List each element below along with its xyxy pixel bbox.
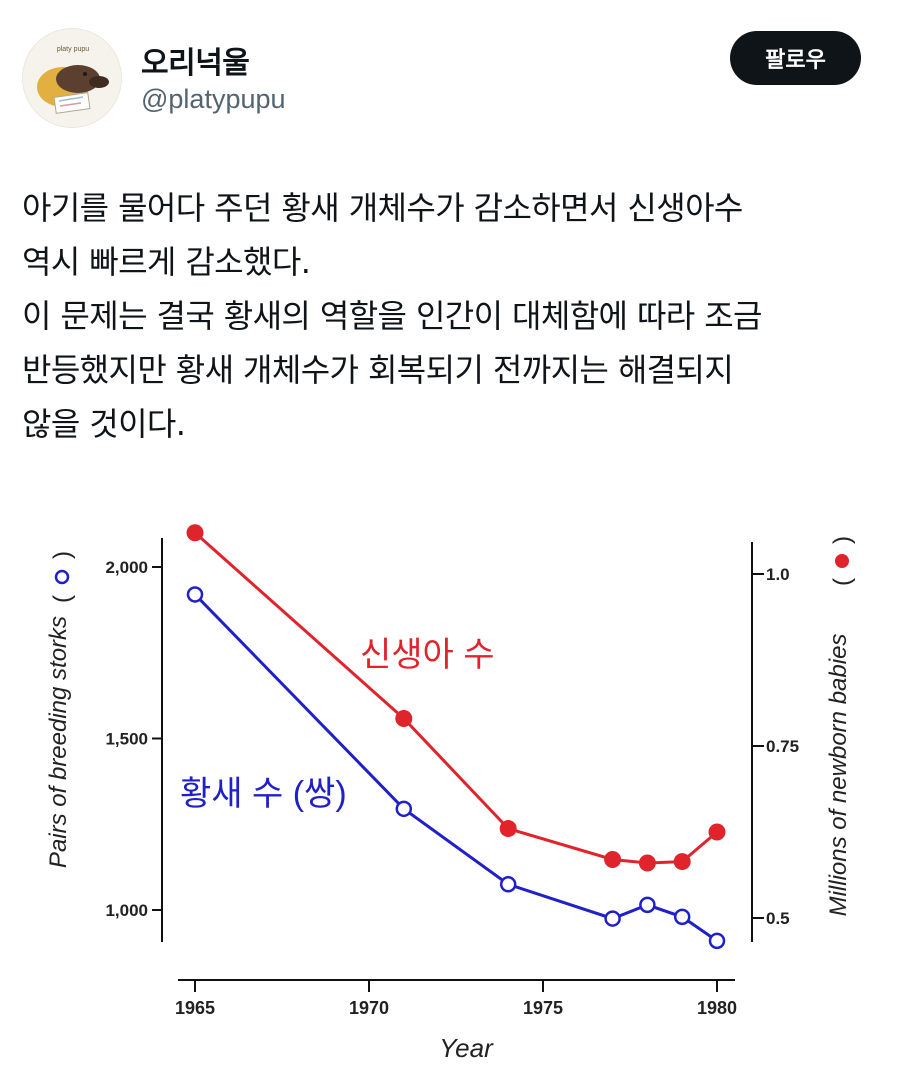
tweet-text-line: 이 문제는 결국 황새의 역할을 인간이 대체함에 따라 조금 [22, 297, 763, 335]
right-y-axis-title: Millions of newborn babies [825, 634, 852, 917]
tweet-text-line: 않을 것이다. [22, 405, 186, 443]
x-tick-label: 1980 [697, 998, 737, 1018]
user-handle[interactable]: @platypupu [141, 84, 286, 114]
right-axis-legend-marker [835, 554, 849, 568]
x-axis-title: Year [439, 1033, 494, 1063]
baby-data-point [673, 853, 691, 871]
avatar[interactable]: platy pupu [22, 28, 122, 128]
right-y-tick-label: 1.0 [766, 565, 790, 584]
x-tick-label: 1965 [175, 998, 215, 1018]
baby-series-label: 신생아 수 [360, 636, 495, 674]
tweet-text: 아기를 물어다 주던 황새 개체수가 감소하면서 신생아수 역시 빠르게 감소했… [22, 182, 882, 452]
left-axis-legend-paren: ( [49, 595, 76, 603]
left-axis-legend-paren: ) [49, 551, 76, 559]
baby-data-point [708, 823, 726, 841]
stork-data-point [639, 896, 656, 914]
tweet-text-line: 역시 빠르게 감소했다. [22, 243, 311, 281]
left-axis-legend-marker [54, 569, 70, 585]
stork-data-point [499, 876, 517, 893]
tweet-image-chart[interactable]: 1,000 1,500 2,000 0.5 0.75 1.0 1965 1970 1975 198… [0, 500, 900, 1085]
tweet-text-line: 아기를 물어다 주던 황새 개체수가 감소하면서 신생아수 [22, 189, 743, 227]
baby-data-point [395, 709, 413, 727]
left-y-tick-label: 1,500 [105, 730, 148, 749]
right-axis-legend-paren: ) [829, 536, 856, 544]
stork-data-point [186, 586, 204, 603]
tweet-text-line: 반등했지만 황새 개체수가 회복되기 전까지는 해결되지 [22, 351, 734, 389]
follow-button[interactable]: 팔로우 [730, 31, 861, 85]
stork-data-point [708, 932, 726, 950]
right-y-tick-label: 0.75 [766, 737, 799, 756]
tweet-header: platy pupu 오리넉울 @platypupu 팔로우 [0, 0, 900, 150]
stork-data-point [673, 908, 691, 926]
baby-data-point [638, 854, 656, 872]
x-tick-label: 1975 [523, 998, 563, 1018]
baby-data-point [499, 820, 517, 838]
right-axis-legend-paren: ( [829, 578, 856, 586]
stork-baby-chart: 1,000 1,500 2,000 0.5 0.75 1.0 1965 1970 1975 198… [45, 524, 856, 1063]
left-y-tick-label: 1,000 [105, 901, 148, 920]
svg-text:platy pupu: platy pupu [57, 46, 89, 53]
display-name[interactable]: 오리넉울 [141, 46, 250, 81]
platypus-avatar-icon: platy pupu [23, 29, 121, 127]
stork-data-point [604, 910, 621, 927]
left-y-tick-label: 2,000 [105, 558, 148, 577]
baby-data-point [186, 524, 204, 542]
x-tick-label: 1970 [349, 998, 389, 1018]
baby-series-line [194, 531, 718, 865]
right-y-tick-label: 0.5 [766, 909, 790, 928]
stork-series-label: 황새 수 (쌍) [180, 775, 347, 813]
baby-data-point [604, 851, 622, 869]
stork-data-point [395, 800, 413, 818]
left-y-axis-title: Pairs of breeding storks [45, 616, 72, 868]
